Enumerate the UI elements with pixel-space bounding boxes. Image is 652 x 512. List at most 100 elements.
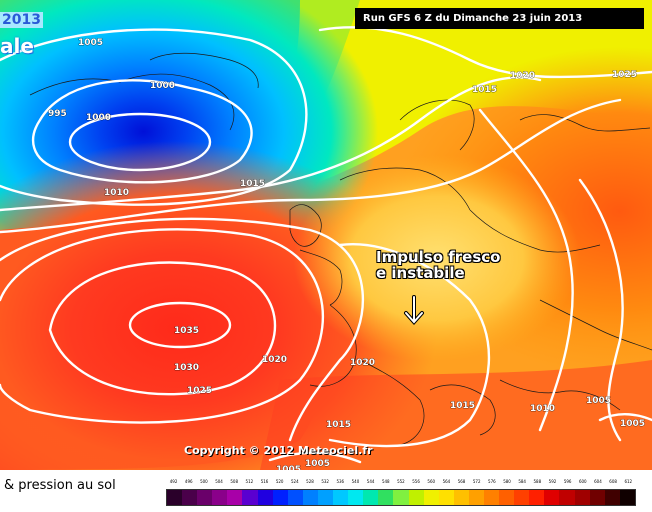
isobar-label: 1015	[326, 420, 351, 430]
legend-tick-label: 612	[624, 479, 633, 484]
legend-color-swatch	[363, 490, 379, 505]
legend-color-swatch	[272, 490, 288, 505]
legend-color-swatch	[468, 490, 484, 505]
isobar-label: 1020	[350, 358, 375, 368]
isobar-1025	[0, 228, 325, 424]
isobar-label: 1010	[104, 188, 129, 198]
legend-color-swatch	[559, 490, 575, 505]
legend-color-swatch	[574, 490, 590, 505]
isobar-label: 1005	[620, 419, 645, 429]
map-annotation: Impulso fresco e instabile	[376, 249, 500, 281]
legend-color-swatch	[499, 490, 515, 505]
legend-color-swatch	[514, 490, 530, 505]
legend-color-swatch	[287, 490, 303, 505]
legend-color-swatch	[604, 490, 620, 505]
isobar-1005-east	[578, 178, 624, 442]
legend-color-swatch	[589, 490, 605, 505]
legend-tick-label: 524	[291, 479, 299, 484]
legend-color-swatch	[333, 490, 349, 505]
legend-color-swatch	[378, 490, 394, 505]
legend-tick-label: 528	[306, 479, 314, 484]
annotation-line-2: e instabile	[376, 264, 465, 282]
legend-tick-label: 588	[533, 479, 542, 484]
isobar-labels: 1005 1000 995 1000 1010 1015 1015 1020 1…	[48, 38, 646, 470]
legend-tick-label: 544	[366, 479, 375, 484]
isobar-label: 1005	[586, 396, 611, 406]
isobar-label: 1025	[187, 386, 212, 396]
legend-color-swatch	[167, 490, 183, 505]
isobar-label: 1025	[612, 70, 637, 80]
south-warm-area	[260, 360, 652, 470]
legend-color-swatch	[529, 490, 545, 505]
legend-tick-label: 536	[336, 479, 345, 484]
legend-tick-label: 540	[351, 479, 360, 484]
corner-year-label: 2013	[0, 12, 43, 28]
run-title-bar: Run GFS 6 Z du Dimanche 23 juin 2013	[355, 8, 644, 29]
legend-tick-label: 584	[518, 479, 526, 484]
legend-tick-label: 520	[275, 479, 284, 484]
legend-color-swatch	[197, 490, 213, 505]
legend-tick-label: 508	[230, 479, 239, 484]
isobar-label: 1030	[174, 363, 199, 373]
isobar-1010-east	[478, 108, 574, 432]
legend-color-swatch	[408, 490, 424, 505]
legend-tick-label: 516	[260, 479, 269, 484]
legend-tick-label: 560	[427, 479, 436, 484]
legend-color-swatch	[317, 490, 334, 505]
legend-color-swatch	[182, 490, 198, 505]
legend-tick-label: 532	[321, 479, 329, 484]
legend-tick-label: 596	[563, 479, 572, 484]
legend-color-bar	[166, 489, 636, 506]
legend-tick-label: 552	[397, 479, 405, 484]
isobar-label: 1020	[510, 71, 535, 81]
legend-tick-label: 580	[503, 479, 511, 484]
isobar-1000	[31, 79, 253, 184]
legend-tick-label: 496	[184, 479, 193, 484]
legend-tick-label: 604	[594, 479, 602, 484]
legend-scale-ticks: 492 496 500 504 508 512 516 520 524 528 532 536 540 5…	[166, 479, 636, 489]
legend-tick-label: 512	[245, 479, 254, 484]
legend-tick-label: 500	[200, 479, 208, 484]
legend-color-swatch	[438, 490, 454, 505]
coastlines	[29, 52, 652, 446]
legend-color-swatch	[348, 490, 364, 505]
legend-color-swatch	[302, 490, 318, 505]
isobar-label: 1010	[530, 404, 555, 414]
isobar-label: 995	[48, 109, 67, 119]
legend-tick-label: 600	[578, 479, 587, 484]
legend-color-swatch	[227, 490, 243, 505]
isobar-label: 1005	[276, 465, 301, 470]
legend-strip: & pression au sol 492 496 500 504 508 512 516 5…	[0, 470, 652, 512]
down-arrow-icon	[404, 295, 424, 325]
legend-tick-label: 492	[169, 479, 178, 484]
legend-tick-label: 576	[488, 479, 496, 484]
isobar-label: 1015	[472, 85, 497, 95]
isobar-1035	[128, 301, 232, 349]
geopotential-map: 1005 1000 995 1000 1010 1015 1015 1020 1…	[0, 0, 652, 470]
isobar-1015-center	[328, 243, 491, 448]
isobar-1030	[48, 261, 276, 396]
isobar-label: 1000	[150, 81, 175, 91]
corner-title-fragment: ale	[0, 34, 34, 58]
legend-color-swatch	[257, 490, 273, 505]
legend-tick-label: 504	[215, 479, 223, 484]
annotation-line-1: Impulso fresco	[376, 248, 501, 266]
legend-color-swatch	[544, 490, 560, 505]
legend-tick-label: 564	[442, 479, 451, 484]
legend-color-swatch	[212, 490, 228, 505]
isobar-label: 1005	[305, 459, 330, 469]
legend-tick-label: 572	[472, 479, 481, 484]
legend-tick-label: 608	[609, 479, 617, 484]
isobars	[0, 26, 652, 464]
isobar-1010-north	[0, 76, 542, 212]
legend-tick-label: 556	[412, 479, 420, 484]
legend-color-swatch	[393, 490, 409, 505]
isobar-label: 1020	[262, 355, 287, 365]
isobar-label: 1005	[78, 38, 103, 48]
legend-tick-label: 592	[548, 479, 557, 484]
legend-tick-label: 568	[457, 479, 466, 484]
isobar-label: 1035	[174, 326, 199, 336]
isobar-1005-south	[268, 451, 362, 464]
isobar-label: 1015	[240, 179, 265, 189]
